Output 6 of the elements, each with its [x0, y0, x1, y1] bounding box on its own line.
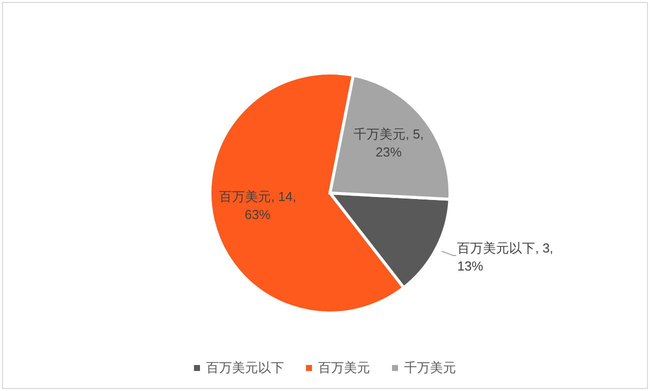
data-label: 百万美元以下, 3, 13%	[457, 240, 554, 274]
legend-label: 百万美元以下	[205, 359, 284, 377]
data-label: 百万美元, 14, 63%	[218, 189, 296, 222]
legend-label: 千万美元	[403, 359, 456, 377]
legend-label: 百万美元	[317, 359, 370, 377]
data-label: 千万美元, 5, 23%	[354, 126, 424, 160]
